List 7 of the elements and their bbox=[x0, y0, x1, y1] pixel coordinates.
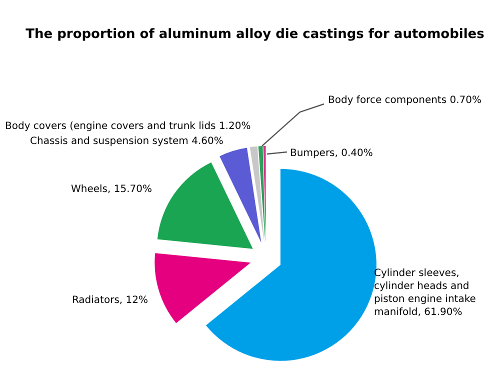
chart-title: The proportion of aluminum alloy die castings for automobiles bbox=[26, 27, 485, 42]
slice-label: Body covers (engine covers and trunk lids 1.20% bbox=[5, 121, 251, 132]
slice-label: Radiators, 12% bbox=[72, 295, 148, 306]
slice-label: Wheels, 15.70% bbox=[70, 184, 152, 195]
slice-label: Body force components 0.70% bbox=[328, 95, 482, 106]
slice-label: Bumpers, 0.40% bbox=[290, 148, 373, 159]
slice-label: Chassis and suspension system 4.60% bbox=[30, 136, 224, 147]
